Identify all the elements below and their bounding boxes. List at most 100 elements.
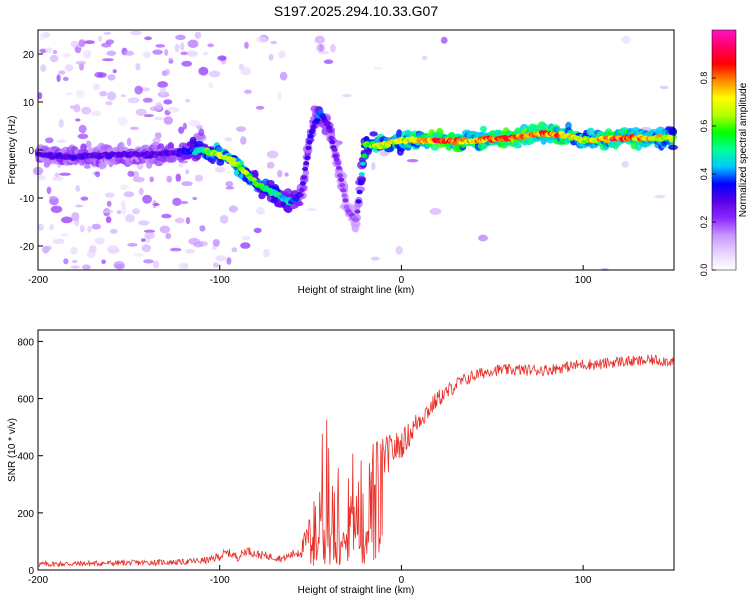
noise-speckle bbox=[38, 174, 46, 181]
colorbar-step bbox=[712, 216, 736, 219]
noise-speckle bbox=[120, 200, 126, 208]
noise-speckle bbox=[141, 244, 152, 253]
noise-speckle bbox=[177, 200, 188, 205]
y-tick-label: -10 bbox=[20, 194, 35, 205]
colorbar-step bbox=[712, 256, 736, 259]
ridge-cell bbox=[604, 138, 611, 144]
noise-speckle bbox=[241, 235, 251, 241]
snr-frame bbox=[37, 329, 675, 571]
noise-speckle bbox=[105, 39, 115, 45]
noise-speckle bbox=[126, 137, 132, 147]
noise-speckle bbox=[370, 256, 380, 261]
noise-speckle bbox=[231, 247, 238, 253]
noise-speckle bbox=[82, 264, 91, 271]
noise-speckle bbox=[48, 195, 57, 200]
colorbar-step bbox=[712, 132, 736, 135]
ridge-cell bbox=[314, 117, 321, 123]
colorbar-step bbox=[712, 190, 736, 193]
snr-x-axis-label: Height of straight line (km) bbox=[298, 585, 415, 596]
noise-speckle bbox=[56, 74, 61, 83]
noise-speckle bbox=[152, 260, 159, 269]
ridge-cell bbox=[297, 192, 304, 198]
colorbar-gradient bbox=[712, 30, 736, 271]
noise-speckle bbox=[284, 172, 289, 177]
ridge-cell bbox=[301, 175, 307, 180]
noise-speckle bbox=[138, 220, 150, 226]
noise-speckle bbox=[142, 97, 153, 103]
colorbar-tick-label: 0.0 bbox=[699, 264, 709, 277]
noise-speckle bbox=[168, 57, 174, 61]
colorbar-step bbox=[712, 38, 736, 41]
y-tick-label: 20 bbox=[23, 50, 35, 61]
ridge-cell bbox=[304, 155, 311, 160]
noise-speckle bbox=[134, 85, 143, 95]
colorbar-step bbox=[712, 200, 736, 203]
noise-speckle bbox=[46, 186, 52, 195]
chart-title: S197.2025.294.10.33.G07 bbox=[274, 3, 438, 19]
ridge-cell bbox=[328, 135, 335, 141]
noise-speckle bbox=[58, 119, 64, 128]
colorbar-step bbox=[712, 32, 736, 35]
colorbar-step bbox=[712, 130, 736, 133]
noise-speckle bbox=[64, 64, 74, 72]
colorbar-step bbox=[712, 48, 736, 51]
noise-speckle bbox=[127, 242, 138, 247]
ridge-cell bbox=[309, 127, 316, 133]
noise-speckle bbox=[169, 247, 182, 252]
ridge-halo bbox=[252, 169, 259, 179]
colorbar-step bbox=[712, 94, 736, 97]
noise-speckle bbox=[228, 205, 238, 213]
noise-speckle bbox=[78, 124, 87, 134]
noise-speckle bbox=[52, 238, 65, 244]
ridge-cell bbox=[359, 161, 366, 166]
colorbar-step bbox=[712, 202, 736, 205]
ridge-cell bbox=[338, 177, 345, 182]
colorbar-step bbox=[712, 160, 736, 163]
y-tick-label: 0 bbox=[28, 146, 34, 157]
noise-speckle bbox=[49, 55, 59, 63]
noise-speckle bbox=[307, 208, 317, 212]
ridge-cell bbox=[353, 217, 360, 222]
noise-speckle bbox=[134, 252, 144, 257]
noise-speckle bbox=[99, 91, 108, 97]
noise-speckle bbox=[75, 185, 81, 192]
noise-speckle bbox=[155, 101, 163, 110]
colorbar-step bbox=[712, 234, 736, 237]
noise-speckle bbox=[161, 213, 172, 219]
colorbar-step bbox=[712, 90, 736, 93]
noise-speckle bbox=[240, 242, 251, 249]
colorbar-step bbox=[712, 106, 736, 109]
colorbar-step bbox=[712, 248, 736, 251]
noise-speckle bbox=[143, 114, 154, 118]
noise-speckle bbox=[178, 126, 185, 134]
ridge-cell bbox=[307, 133, 314, 139]
colorbar-step bbox=[712, 66, 736, 69]
colorbar-step bbox=[712, 124, 736, 127]
noise-speckle bbox=[79, 63, 84, 71]
ridge-cell bbox=[305, 145, 312, 151]
x-tick-label: 0 bbox=[399, 275, 405, 286]
noise-speckle bbox=[43, 31, 51, 38]
colorbar-step bbox=[712, 72, 736, 75]
noise-speckle bbox=[94, 237, 105, 245]
noise-speckle bbox=[244, 41, 249, 49]
noise-speckle bbox=[91, 110, 102, 116]
noise-speckle bbox=[45, 47, 53, 53]
colorbar-step bbox=[712, 88, 736, 91]
colorbar-step bbox=[712, 266, 736, 269]
colorbar-step bbox=[712, 176, 736, 179]
noise-speckle bbox=[149, 176, 154, 183]
noise-speckle bbox=[107, 245, 119, 254]
noise-speckle bbox=[659, 85, 669, 90]
noise-speckle bbox=[177, 262, 190, 270]
colorbar-step bbox=[712, 146, 736, 149]
colorbar-tick-label: 0.4 bbox=[699, 168, 709, 181]
ridge-cell bbox=[310, 124, 317, 129]
noise-speckle bbox=[56, 139, 67, 144]
noise-speckle bbox=[219, 215, 229, 224]
noise-speckle bbox=[255, 105, 265, 110]
colorbar-step bbox=[712, 70, 736, 73]
colorbar-step bbox=[712, 58, 736, 61]
noise-speckle bbox=[279, 71, 288, 81]
noise-speckle bbox=[92, 83, 100, 91]
